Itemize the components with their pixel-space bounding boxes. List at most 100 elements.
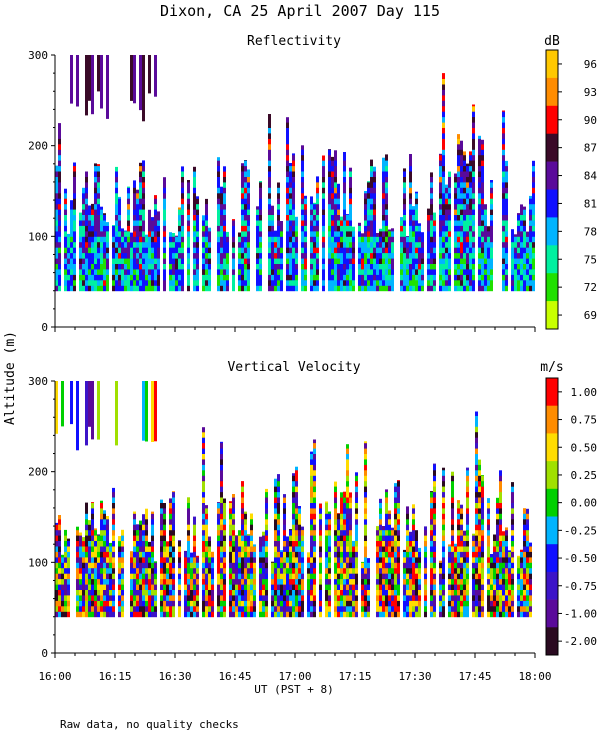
reflectivity-echo-cell [259,209,262,215]
vertical-velocity-echo-cell [169,502,172,509]
reflectivity-echo-cell [337,203,340,210]
reflectivity-echo-cell [406,263,409,270]
vertical-velocity-echo-cell [490,578,493,585]
reflectivity-colorbar-swatch [546,217,558,246]
vertical-velocity-echo-cell [472,584,475,590]
vertical-velocity-echo-cell [391,529,394,536]
reflectivity-echo-cell [442,247,445,254]
reflectivity-echo-cell [472,176,475,183]
vertical-velocity-echo-cell [433,589,436,596]
vertical-velocity-echo-cell [196,589,199,596]
reflectivity-echo-cell [100,279,103,286]
vertical-velocity-echo-cell [496,535,499,541]
reflectivity-echo-cell [139,220,142,226]
reflectivity-echo-cell [532,187,535,194]
vertical-velocity-echo-cell [247,540,250,547]
vertical-velocity-echo-cell [187,556,190,563]
vertical-velocity-echo-cell [91,529,94,536]
vertical-velocity-echo-cell [172,507,175,514]
reflectivity-echo-cell [532,269,535,275]
vertical-velocity-echo-cell [220,497,223,503]
vertical-velocity-echo-cell [280,556,283,563]
vertical-velocity-echo-cell [364,502,367,509]
reflectivity-echo-cell [103,247,106,254]
reflectivity-echo-cell [529,220,532,226]
reflectivity-echo-cell [139,165,142,172]
vertical-velocity-echo-cell [238,551,241,558]
vertical-velocity-echo-cell [352,573,355,580]
reflectivity-echo-cell [220,258,223,264]
vertical-velocity-echo-cell [238,584,241,590]
vertical-velocity-echo-cell [217,595,220,601]
reflectivity-echo-cell [178,230,181,237]
reflectivity-echo-cell [505,165,508,172]
vertical-velocity-echo-cell [295,562,298,569]
reflectivity-echo-cell [232,285,235,292]
reflectivity-echo-cell [400,236,403,243]
reflectivity-echo-cell [55,247,58,254]
vertical-velocity-echo-cell [433,562,436,569]
reflectivity-echo-cell [373,192,376,199]
vertical-velocity-echo-cell [202,507,205,514]
vertical-velocity-echo-cell [349,584,352,590]
reflectivity-echo-cell [403,209,406,215]
vertical-velocity-echo-cell [220,551,223,558]
vertical-velocity-echo-cell [283,573,286,580]
vertical-velocity-echo-cell [385,611,388,618]
reflectivity-echo-cell [385,252,388,259]
vertical-velocity-echo-cell [442,605,445,612]
reflectivity-echo-cell [340,225,343,232]
vertical-velocity-echo-cell [391,573,394,580]
reflectivity-echo-cell [349,241,352,248]
vertical-velocity-echo-cell [295,529,298,536]
vertical-velocity-echo-cell [493,567,496,574]
reflectivity-echo-cell [64,188,67,194]
vertical-velocity-echo-cell [388,578,391,585]
vertical-velocity-echo-cell [121,556,124,563]
vertical-velocity-echo-cell [397,480,400,482]
reflectivity-echo-cell [430,274,433,281]
reflectivity-echo-cell [64,192,67,199]
vertical-velocity-echo-cell [97,595,100,601]
vertical-velocity-echo-cell [61,573,64,580]
vertical-velocity-echo-cell [160,595,163,601]
reflectivity-echo-cell [163,279,166,286]
reflectivity-echo-cell [448,176,451,183]
reflectivity-echo-cell [124,241,127,248]
vertical-velocity-echo-cell [262,595,265,601]
reflectivity-echo-cell [133,285,136,292]
reflectivity-echo-cell [313,252,316,259]
reflectivity-echo-cell [457,263,460,270]
vertical-velocity-echo-cell [244,611,247,618]
reflectivity-echo-cell [268,258,271,264]
vertical-velocity-echo-cell [367,573,370,580]
reflectivity-echo-cell [526,263,529,270]
vertical-velocity-echo-cell [85,524,88,531]
reflectivity-echo-cell [322,285,325,292]
reflectivity-echo-cell [331,187,334,194]
vertical-velocity-echo-cell [352,611,355,618]
vertical-velocity-echo-cell [178,578,181,585]
reflectivity-echo-cell [466,247,469,254]
reflectivity-echo-cell [67,241,70,248]
reflectivity-echo-cell [415,241,418,248]
reflectivity-echo-cell [259,187,262,194]
vertical-velocity-echo-cell [250,529,253,536]
reflectivity-echo-cell [172,279,175,286]
vertical-velocity-echo-cell [448,578,451,585]
reflectivity-echo-cell [259,181,262,183]
vertical-velocity-echo-cell [301,584,304,590]
vertical-velocity-echo-cell [337,529,340,536]
vertical-velocity-echo-cell [472,551,475,558]
vertical-velocity-echo-cell [481,518,484,525]
vertical-velocity-echo-cell [88,595,91,601]
vertical-velocity-echo-cell [142,600,145,607]
reflectivity-echo-cell [310,236,313,243]
vertical-velocity-echo-cell [409,584,412,590]
reflectivity-echo-cell [94,214,97,221]
reflectivity-echo-cell [268,192,271,199]
reflectivity-echo-cell [268,241,271,248]
reflectivity-echo-cell [343,230,346,237]
vertical-velocity-echo-cell [433,540,436,547]
vertical-velocity-echo-cell [319,546,322,552]
